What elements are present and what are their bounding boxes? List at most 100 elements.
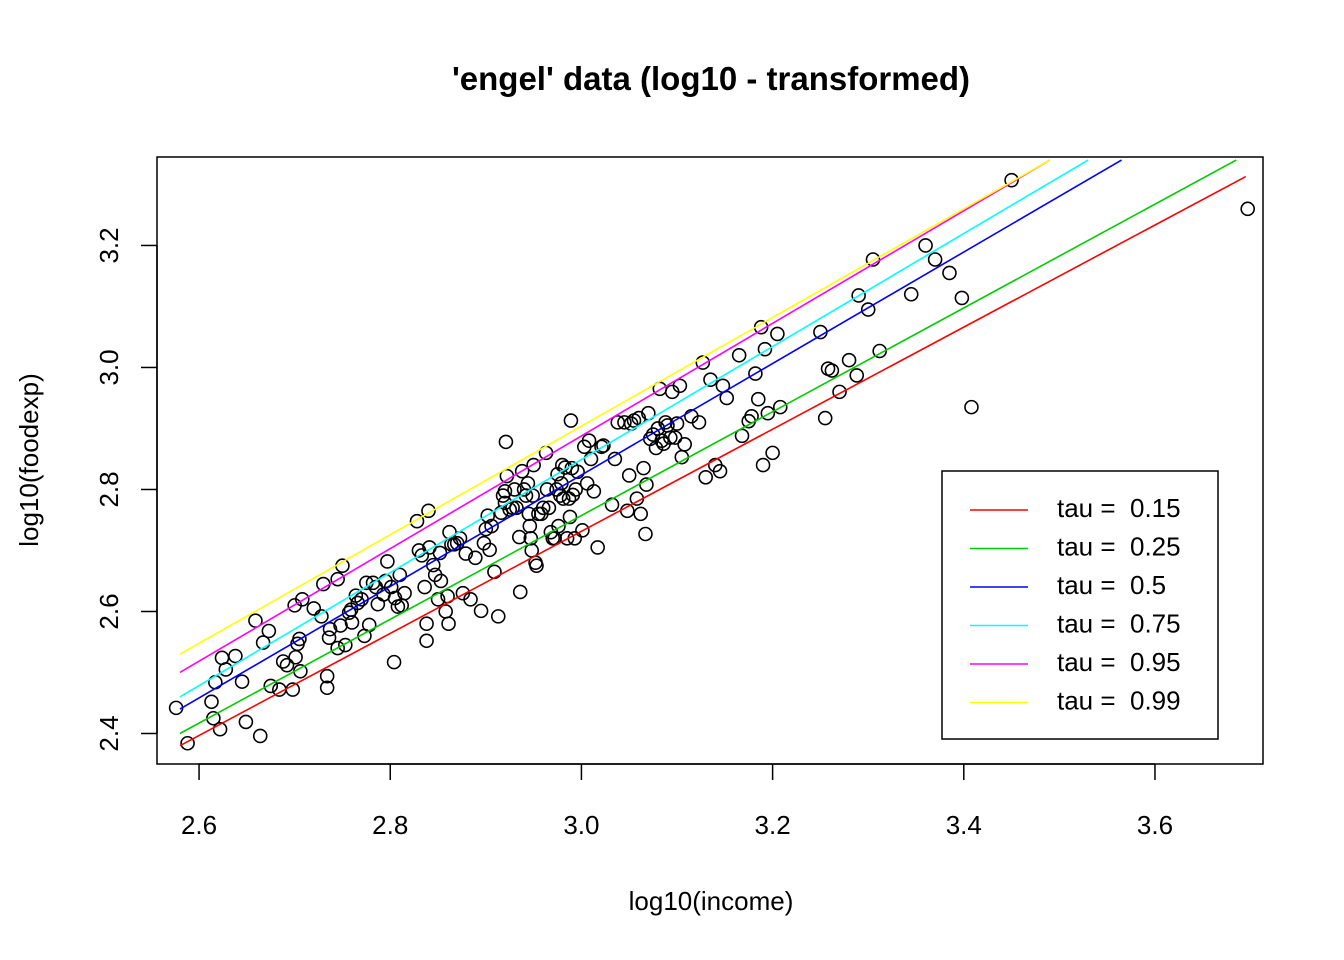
data-point xyxy=(414,548,430,563)
data-point xyxy=(458,546,474,561)
data-point xyxy=(234,674,250,689)
data-point xyxy=(841,352,857,368)
data-point xyxy=(760,405,776,421)
data-point xyxy=(581,433,597,448)
data-point xyxy=(263,678,279,694)
data-point xyxy=(322,621,338,637)
data-point xyxy=(570,464,585,480)
quantile-line xyxy=(179,159,1122,710)
data-point xyxy=(954,290,970,306)
data-point xyxy=(419,616,434,631)
legend-label: tau = 0.25 xyxy=(1057,531,1181,561)
data-point xyxy=(621,468,637,483)
x-axis: 2.6 2.8 3.0 3.2 3.4 3.6 xyxy=(181,763,1173,840)
data-point xyxy=(851,288,866,303)
quantile-line xyxy=(179,159,1051,674)
data-point xyxy=(672,378,688,394)
data-point xyxy=(918,238,933,253)
data-point xyxy=(563,413,579,428)
data-point xyxy=(509,500,524,516)
data-point xyxy=(849,368,865,383)
data-point xyxy=(468,550,483,566)
data-point xyxy=(698,469,713,485)
data-point xyxy=(817,410,833,426)
x-tick-label: 3.2 xyxy=(755,810,791,840)
data-point xyxy=(490,609,506,624)
data-point xyxy=(903,286,919,302)
data-point xyxy=(586,484,602,499)
y-tick-label: 2.8 xyxy=(94,471,124,507)
data-point xyxy=(228,648,243,664)
data-point xyxy=(279,657,295,673)
data-point xyxy=(555,491,571,506)
data-point xyxy=(636,460,651,476)
data-point xyxy=(319,680,335,696)
data-point xyxy=(294,591,310,607)
data-point xyxy=(380,554,395,569)
y-tick-label: 2.4 xyxy=(94,715,124,751)
data-point xyxy=(695,355,711,370)
data-point xyxy=(654,433,670,448)
data-point xyxy=(832,384,847,400)
data-point xyxy=(238,714,254,730)
legend-label: tau = 0.15 xyxy=(1057,493,1181,523)
data-point xyxy=(526,457,541,473)
data-point xyxy=(507,482,522,497)
legend-box xyxy=(941,470,1219,740)
data-point xyxy=(765,445,780,461)
data-point xyxy=(755,457,771,473)
data-point xyxy=(204,694,219,710)
data-point xyxy=(568,482,583,497)
data-point xyxy=(261,623,277,639)
data-point xyxy=(541,500,557,516)
data-point xyxy=(927,252,943,267)
y-tick-label: 2.6 xyxy=(94,593,124,629)
quantile-line xyxy=(179,159,1051,655)
data-point xyxy=(463,591,478,607)
data-point xyxy=(255,635,271,650)
data-point xyxy=(535,500,551,516)
x-axis-label: log10(income) xyxy=(629,886,794,916)
data-point xyxy=(497,484,513,499)
data-point xyxy=(691,415,707,430)
legend-label: tau = 0.75 xyxy=(1057,608,1181,638)
data-point xyxy=(719,390,735,406)
quantile-lines xyxy=(179,159,1247,747)
legend-label: tau = 0.5 xyxy=(1057,570,1166,600)
data-point xyxy=(663,430,678,445)
data-point xyxy=(441,616,456,631)
data-point xyxy=(860,302,876,317)
data-point xyxy=(344,615,360,630)
data-point xyxy=(964,399,979,415)
data-point xyxy=(417,579,432,595)
legend-label: tau = 0.99 xyxy=(1057,685,1181,715)
data-point xyxy=(522,518,538,534)
data-point xyxy=(583,451,599,467)
data-point xyxy=(1240,201,1256,217)
data-point xyxy=(498,434,514,450)
data-point xyxy=(180,735,195,751)
data-point xyxy=(594,439,609,455)
data-point xyxy=(419,633,434,649)
x-tick-label: 2.6 xyxy=(181,810,217,840)
data-point xyxy=(562,509,578,525)
data-point xyxy=(579,476,595,491)
data-point xyxy=(512,584,528,600)
data-point xyxy=(520,476,536,491)
data-point xyxy=(338,637,353,653)
data-point xyxy=(770,326,785,342)
data-point xyxy=(288,649,303,665)
data-point xyxy=(638,526,653,542)
legend-label: tau = 0.95 xyxy=(1057,647,1181,677)
data-point xyxy=(473,603,489,619)
chart-title: 'engel' data (log10 - transformed) xyxy=(452,60,970,97)
data-point xyxy=(734,428,750,444)
data-point xyxy=(596,438,611,453)
x-tick-label: 3.6 xyxy=(1137,810,1173,840)
y-tick-label: 3.2 xyxy=(94,227,124,263)
data-point xyxy=(321,630,337,646)
data-point xyxy=(741,413,757,429)
data-point xyxy=(712,463,728,479)
data-point xyxy=(551,518,566,534)
